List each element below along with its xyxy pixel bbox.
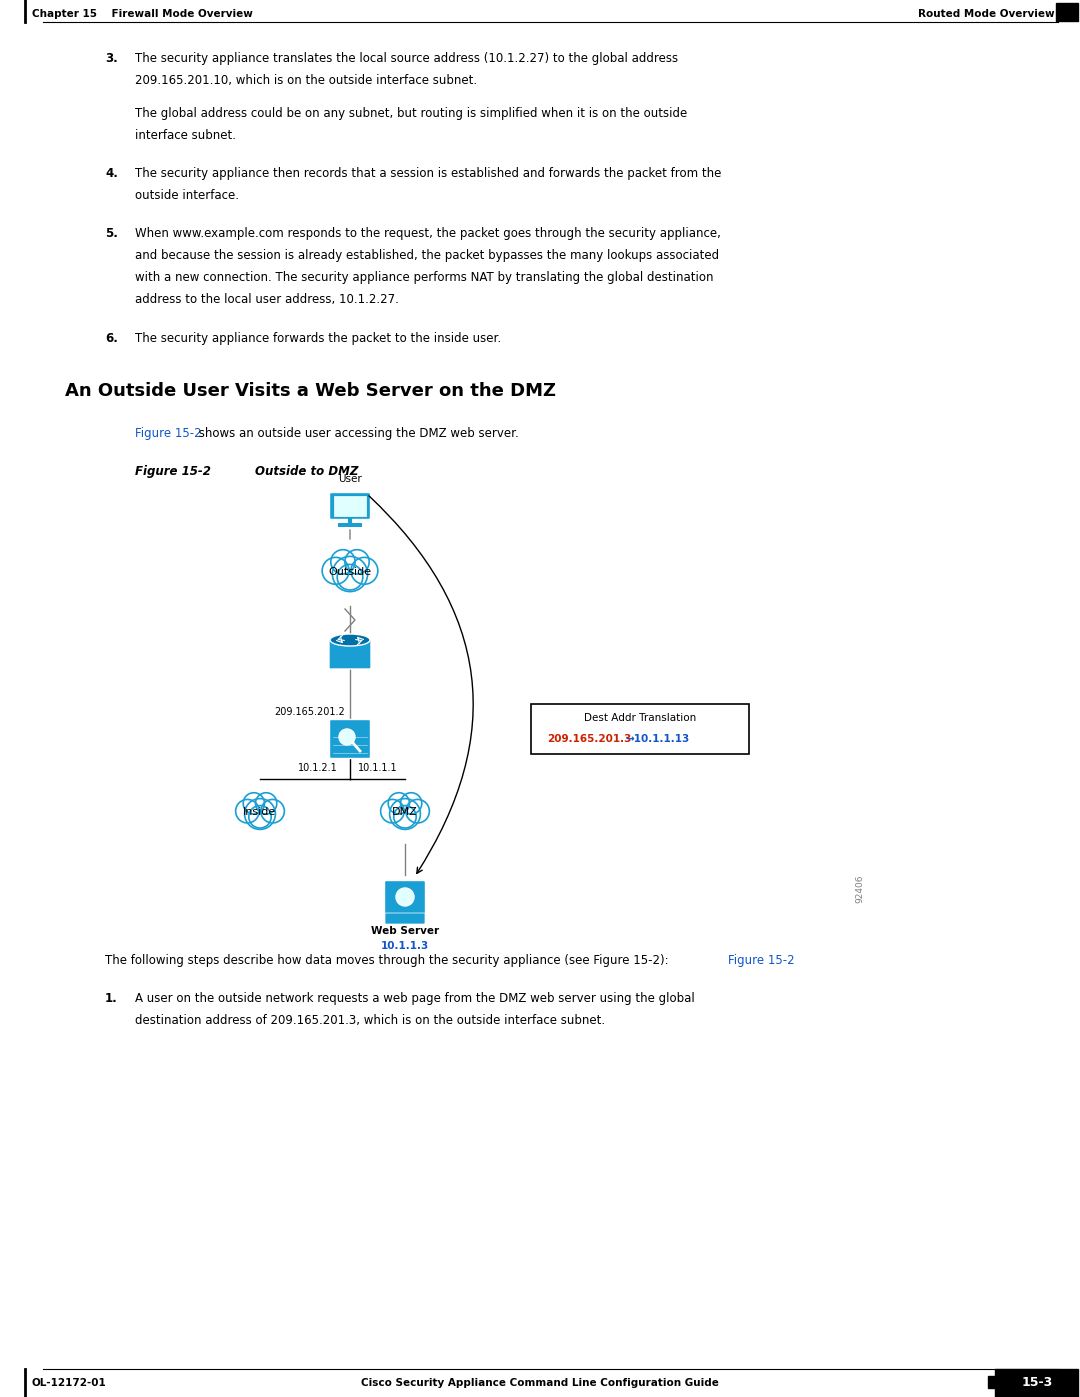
FancyBboxPatch shape — [1056, 3, 1078, 21]
Circle shape — [322, 557, 349, 584]
Circle shape — [388, 792, 409, 814]
Text: An Outside User Visits a Web Server on the DMZ: An Outside User Visits a Web Server on t… — [65, 381, 556, 400]
Circle shape — [390, 799, 420, 830]
Text: User: User — [338, 474, 362, 483]
Text: destination address of 209.165.201.3, which is on the outside interface subnet.: destination address of 209.165.201.3, wh… — [135, 1014, 605, 1027]
Circle shape — [396, 888, 414, 907]
Circle shape — [345, 549, 369, 574]
Circle shape — [394, 806, 416, 828]
Text: The security appliance translates the local source address (10.1.2.27) to the gl: The security appliance translates the lo… — [135, 52, 678, 66]
Text: Chapter 15    Firewall Mode Overview: Chapter 15 Firewall Mode Overview — [32, 8, 253, 20]
Text: Cisco Security Appliance Command Line Configuration Guide: Cisco Security Appliance Command Line Co… — [361, 1377, 719, 1389]
Text: 15-3: 15-3 — [1022, 1376, 1053, 1390]
Text: 10.1.1.3: 10.1.1.3 — [381, 942, 429, 951]
Circle shape — [244, 799, 275, 830]
Text: Dest Addr Translation: Dest Addr Translation — [584, 712, 697, 724]
Circle shape — [380, 799, 404, 823]
Text: 4.: 4. — [105, 168, 118, 180]
Text: The security appliance then records that a session is established and forwards t: The security appliance then records that… — [135, 168, 721, 180]
Text: 6.: 6. — [105, 332, 118, 345]
Text: shows an outside user accessing the DMZ web server.: shows an outside user accessing the DMZ … — [195, 427, 518, 440]
Text: Outside: Outside — [328, 567, 372, 577]
Text: 209.165.201.10, which is on the outside interface subnet.: 209.165.201.10, which is on the outside … — [135, 74, 477, 87]
Circle shape — [351, 557, 378, 584]
Text: A user on the outside network requests a web page from the DMZ web server using : A user on the outside network requests a… — [135, 992, 694, 1004]
Text: The global address could be on any subnet, but routing is simplified when it is : The global address could be on any subne… — [135, 108, 687, 120]
Circle shape — [401, 792, 422, 814]
Text: outside interface.: outside interface. — [135, 189, 239, 203]
FancyBboxPatch shape — [531, 704, 750, 754]
Circle shape — [406, 799, 430, 823]
FancyArrowPatch shape — [369, 496, 473, 873]
FancyBboxPatch shape — [338, 522, 362, 527]
Text: 3.: 3. — [105, 52, 118, 66]
Circle shape — [339, 729, 355, 745]
Text: 92406: 92406 — [855, 875, 864, 904]
Text: DMZ: DMZ — [392, 807, 418, 817]
Text: 1.: 1. — [105, 992, 118, 1004]
Text: OL-12172-01: OL-12172-01 — [32, 1377, 107, 1389]
FancyBboxPatch shape — [384, 880, 426, 918]
Text: and because the session is already established, the packet bypasses the many loo: and because the session is already estab… — [135, 249, 719, 263]
Circle shape — [248, 806, 271, 828]
Circle shape — [333, 556, 367, 591]
Text: The following steps describe how data moves through the security appliance (see : The following steps describe how data mo… — [105, 954, 669, 967]
Circle shape — [337, 564, 363, 590]
Text: When www.example.com responds to the request, the packet goes through the securi: When www.example.com responds to the req… — [135, 226, 720, 240]
Circle shape — [243, 792, 265, 814]
Text: with a new connection. The security appliance performs NAT by translating the gl: with a new connection. The security appl… — [135, 271, 714, 284]
FancyBboxPatch shape — [329, 719, 370, 759]
Text: 10.1.2.1: 10.1.2.1 — [298, 763, 338, 773]
Text: The security appliance forwards the packet to the inside user.: The security appliance forwards the pack… — [135, 332, 501, 345]
Text: Figure 15-2: Figure 15-2 — [135, 427, 202, 440]
Circle shape — [330, 549, 355, 574]
Text: 209.165.201.2: 209.165.201.2 — [274, 707, 345, 717]
FancyBboxPatch shape — [329, 493, 370, 520]
Text: Outside to DMZ: Outside to DMZ — [255, 465, 359, 478]
Text: 209.165.201.3: 209.165.201.3 — [546, 733, 632, 745]
FancyBboxPatch shape — [995, 1369, 1078, 1397]
Ellipse shape — [330, 634, 370, 645]
Text: Figure 15-2: Figure 15-2 — [728, 954, 795, 967]
FancyBboxPatch shape — [334, 496, 366, 515]
Text: interface subnet.: interface subnet. — [135, 129, 237, 142]
Circle shape — [235, 799, 259, 823]
Text: Routed Mode Overview: Routed Mode Overview — [918, 8, 1055, 20]
Text: →10.1.1.13: →10.1.1.13 — [625, 733, 689, 745]
FancyBboxPatch shape — [988, 1376, 995, 1389]
Text: Figure 15-2: Figure 15-2 — [135, 465, 211, 478]
Text: Inside: Inside — [243, 807, 276, 817]
Text: 5.: 5. — [105, 226, 118, 240]
FancyBboxPatch shape — [384, 914, 426, 923]
Text: address to the local user address, 10.1.2.27.: address to the local user address, 10.1.… — [135, 293, 399, 306]
Text: Web Server: Web Server — [370, 926, 440, 936]
Text: 10.1.1.1: 10.1.1.1 — [357, 763, 397, 773]
Circle shape — [261, 799, 284, 823]
Circle shape — [256, 792, 276, 814]
FancyBboxPatch shape — [329, 638, 372, 669]
